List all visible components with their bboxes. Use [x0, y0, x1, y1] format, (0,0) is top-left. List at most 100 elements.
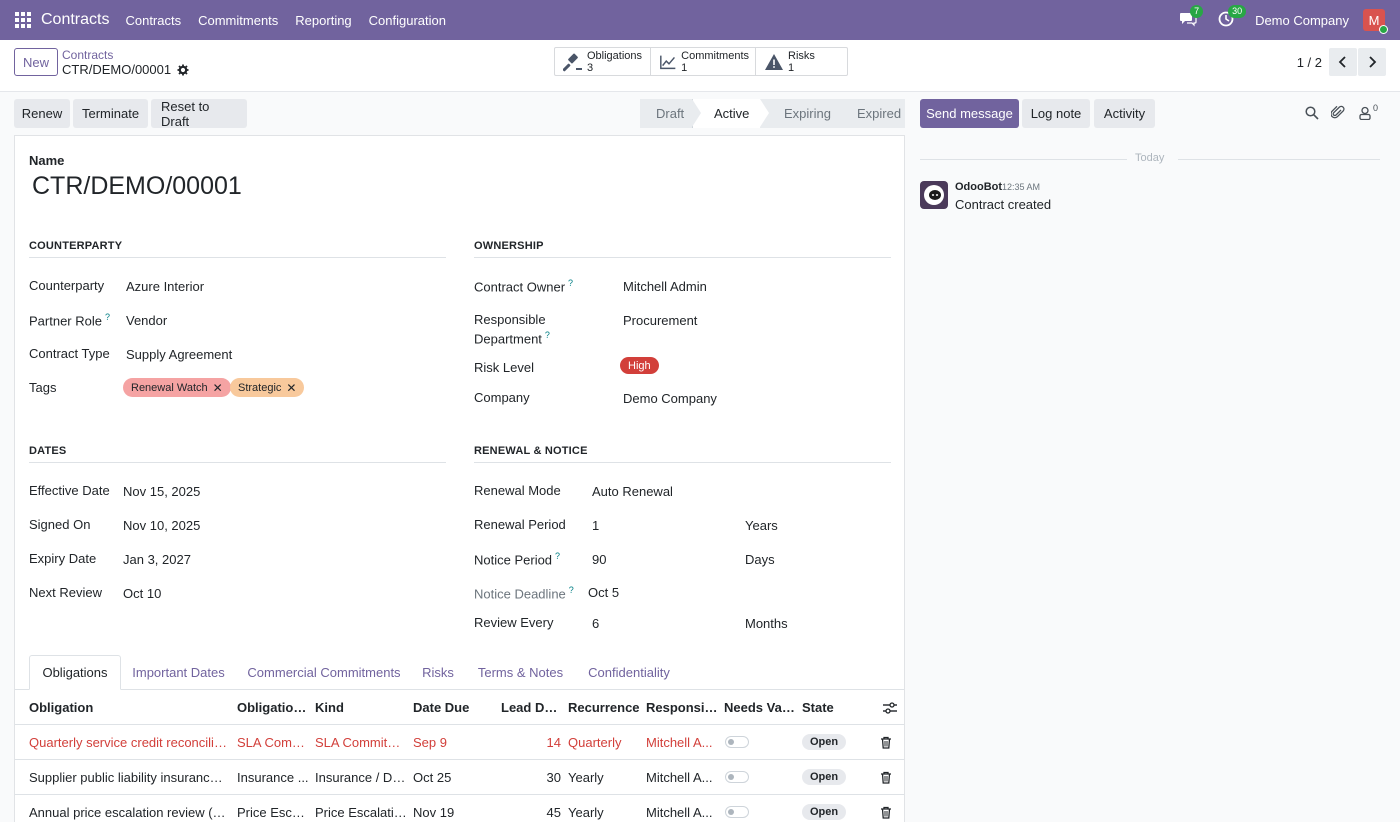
menu-reporting[interactable]: Reporting — [295, 12, 352, 28]
expiry-date-field[interactable]: Jan 3, 2027 — [123, 552, 191, 567]
message-author[interactable]: OdooBot — [955, 181, 1003, 193]
trash-icon[interactable] — [880, 771, 892, 784]
smart-button-commitments[interactable]: Commitments 1 — [651, 48, 756, 75]
review-every-unit[interactable]: Months — [745, 616, 788, 631]
help-icon[interactable]: ? — [568, 585, 574, 595]
chevron-left-icon — [1338, 56, 1346, 68]
trash-icon[interactable] — [880, 806, 892, 819]
column-kind[interactable]: Kind — [315, 700, 344, 715]
menu-configuration[interactable]: Configuration — [368, 12, 446, 28]
terminate-button[interactable]: Terminate — [73, 99, 148, 128]
help-icon[interactable]: ? — [544, 330, 550, 340]
app-grid-icon[interactable] — [15, 12, 31, 28]
tag-renewal-watch: Renewal Watch ✕ — [123, 378, 231, 397]
smart-button-risks[interactable]: Risks 1 — [756, 48, 847, 75]
column-settings-icon[interactable] — [883, 702, 897, 714]
counterparty-label: Counterparty — [29, 278, 105, 293]
stage-expired[interactable]: Expired — [835, 99, 905, 128]
risk-level-label: Risk Level — [474, 360, 534, 375]
contract-name-field[interactable]: CTR/DEMO/00001 — [32, 172, 242, 200]
next-review-field[interactable]: Oct 10 — [123, 586, 162, 601]
activity-button[interactable]: Activity — [1094, 99, 1155, 128]
table-row[interactable]: Quarterly service credit reconciliati...… — [15, 725, 904, 760]
breadcrumb-current-label: CTR/DEMO/00001 — [62, 62, 172, 77]
signed-on-field[interactable]: Nov 10, 2025 — [123, 518, 201, 533]
column-obligation-category[interactable]: Obligation... — [237, 700, 309, 715]
renewal-period-unit[interactable]: Years — [745, 518, 778, 533]
column-state[interactable]: State — [802, 700, 834, 715]
menu-contracts[interactable]: Contracts — [125, 12, 182, 28]
responsible-department-field[interactable]: Procurement — [623, 313, 698, 328]
user-avatar[interactable]: M — [1363, 9, 1388, 34]
paperclip-icon[interactable] — [1331, 105, 1345, 120]
control-panel: New Contracts CTR/DEMO/00001 Obligations… — [0, 40, 1400, 92]
column-responsible[interactable]: Responsible — [646, 700, 721, 715]
needs-validation-toggle[interactable] — [725, 736, 749, 748]
pager-next-button[interactable] — [1358, 48, 1386, 76]
column-needs-validation[interactable]: Needs Vali... — [724, 700, 796, 715]
needs-validation-toggle[interactable] — [725, 806, 749, 818]
expiry-date-label: Expiry Date — [29, 551, 97, 566]
effective-date-field[interactable]: Nov 15, 2025 — [123, 484, 201, 499]
trash-icon[interactable] — [880, 736, 892, 749]
help-icon[interactable]: ? — [555, 551, 561, 561]
menu-commitments[interactable]: Commitments — [198, 12, 279, 28]
app-name[interactable]: Contracts — [41, 11, 110, 28]
pager-value[interactable]: 1 / 2 — [1296, 55, 1322, 70]
followers-icon[interactable] — [1358, 106, 1372, 120]
cell-responsible: Mitchell A... — [646, 735, 713, 750]
review-every-field[interactable]: 6 — [592, 616, 600, 631]
cell-category: Insurance ... — [237, 770, 309, 785]
column-obligation[interactable]: Obligation — [29, 700, 94, 715]
cell-recurrence: Quarterly — [568, 735, 622, 750]
help-icon[interactable]: ? — [568, 278, 574, 288]
tags-label: Tags — [29, 380, 57, 395]
counterparty-field[interactable]: Azure Interior — [126, 279, 205, 294]
table-row[interactable]: Annual price escalation review (CPI... P… — [15, 795, 904, 822]
stage-draft[interactable]: Draft — [640, 99, 701, 128]
search-icon[interactable] — [1305, 106, 1319, 120]
column-lead-days[interactable]: Lead Days — [501, 700, 561, 715]
table-row[interactable]: Supplier public liability insurance ... … — [15, 760, 904, 795]
new-button[interactable]: New — [14, 48, 58, 76]
tab-obligations[interactable]: Obligations — [29, 655, 121, 690]
tab-terms-notes[interactable]: Terms & Notes — [477, 665, 564, 680]
stage-active[interactable]: Active — [692, 99, 769, 128]
log-note-button[interactable]: Log note — [1022, 99, 1090, 128]
send-message-button[interactable]: Send message — [920, 99, 1019, 128]
notice-period-field[interactable]: 90 — [592, 552, 607, 567]
messages-icon[interactable]: 7 — [1179, 5, 1204, 30]
renew-button[interactable]: Renew — [14, 99, 70, 128]
pager-previous-button[interactable] — [1329, 48, 1357, 76]
effective-date-label: Effective Date — [29, 483, 110, 498]
reset-to-draft-button[interactable]: Reset to Draft — [151, 99, 247, 129]
stage-expiring[interactable]: Expiring — [760, 99, 844, 128]
notice-period-unit[interactable]: Days — [745, 552, 775, 567]
tag-remove-icon[interactable]: ✕ — [286, 380, 297, 395]
company-field[interactable]: Demo Company — [623, 391, 717, 406]
state-badge: Open — [802, 769, 847, 785]
smart-button-obligations[interactable]: Obligations 3 — [555, 48, 651, 75]
tab-confidentiality[interactable]: Confidentiality — [588, 665, 670, 680]
column-date-due[interactable]: Date Due — [413, 700, 470, 715]
renewal-mode-label: Renewal Mode — [474, 483, 561, 498]
contract-owner-label-text: Contract Owner — [474, 279, 566, 295]
contract-type-field[interactable]: Supply Agreement — [126, 347, 233, 362]
activity-clock-icon[interactable]: 30 — [1217, 5, 1247, 30]
gear-icon[interactable] — [177, 64, 189, 76]
column-recurrence[interactable]: Recurrence — [568, 700, 640, 715]
needs-validation-toggle[interactable] — [725, 771, 749, 783]
breadcrumb-parent[interactable]: Contracts — [62, 48, 114, 62]
risk-level-badge[interactable]: High — [620, 357, 659, 374]
tab-commercial-commitments[interactable]: Commercial Commitments — [247, 665, 401, 680]
tab-risks[interactable]: Risks — [422, 665, 454, 680]
renewal-period-field[interactable]: 1 — [592, 518, 600, 533]
tab-important-dates[interactable]: Important Dates — [132, 665, 225, 680]
help-icon[interactable]: ? — [104, 312, 110, 322]
contract-owner-field[interactable]: Mitchell Admin — [623, 279, 707, 294]
renewal-mode-field[interactable]: Auto Renewal — [592, 484, 673, 499]
company-switcher[interactable]: Demo Company — [1255, 12, 1349, 28]
partner-role-field[interactable]: Vendor — [126, 313, 168, 328]
tag-remove-icon[interactable]: ✕ — [212, 380, 223, 395]
table-header: Obligation Obligation... Kind Date Due L… — [15, 690, 904, 725]
